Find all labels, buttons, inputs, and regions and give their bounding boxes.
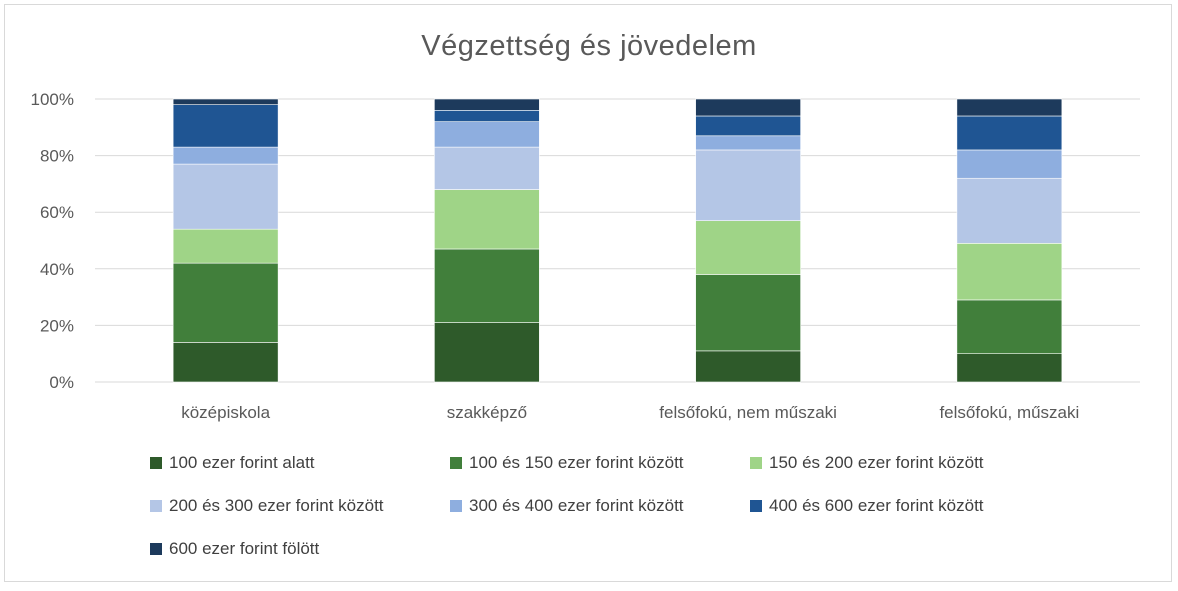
legend-item: 100 és 150 ezer forint között [450, 453, 684, 473]
plot-area: 0% 20% 40% 60% 80% 100% középiskola szakképző fe… [31, 90, 1140, 422]
bar-segment [956, 98, 1063, 117]
legend-label: 100 és 150 ezer forint között [469, 453, 684, 472]
legend-label: 100 ezer forint alatt [169, 453, 315, 472]
bar-segment [956, 299, 1063, 354]
bar-segment [695, 115, 801, 137]
bar-segment [695, 350, 801, 383]
legend-item: 600 ezer forint fölött [150, 539, 319, 559]
bar-segment [434, 98, 540, 111]
bar-segment [172, 98, 279, 105]
y-tick-label: 80% [40, 147, 74, 166]
bar-segment [695, 220, 801, 275]
legend-label: 400 és 600 ezer forint között [769, 496, 984, 515]
legend-swatch [750, 457, 762, 469]
bar-segment [434, 322, 540, 383]
y-tick-label: 40% [40, 260, 74, 279]
legend-swatch [150, 500, 162, 512]
bar-segment [172, 104, 279, 148]
bar-segment [695, 135, 801, 151]
y-tick-label: 60% [40, 203, 74, 222]
chart-title: Végzettség és jövedelem [421, 30, 757, 62]
bar-segment [172, 228, 279, 264]
legend-swatch [150, 543, 162, 555]
y-tick-label: 20% [40, 316, 74, 335]
legend-item: 200 és 300 ezer forint között [150, 496, 384, 516]
legend-item: 300 és 400 ezer forint között [450, 496, 684, 516]
bar-segment [172, 163, 279, 230]
legend-label: 200 és 300 ezer forint között [169, 496, 384, 515]
bar-segment [695, 149, 801, 221]
legend-swatch [150, 457, 162, 469]
bar-segment [695, 98, 801, 117]
bar-segment [695, 274, 801, 352]
bar-segment [434, 121, 540, 148]
legend-swatch [450, 500, 462, 512]
legend-item: 150 és 200 ezer forint között [750, 453, 984, 473]
legend-label: 150 és 200 ezer forint között [769, 453, 984, 472]
bar-segment [434, 110, 540, 122]
bar-segment [434, 146, 540, 190]
x-tick-label: felsőfokú, nem műszaki [659, 403, 837, 422]
bar-segment [956, 149, 1063, 179]
bar-segment [956, 353, 1063, 383]
x-tick-label: felsőfokú, műszaki [939, 403, 1079, 422]
legend-label: 600 ezer forint fölött [169, 539, 320, 558]
legend-label: 300 és 400 ezer forint között [469, 496, 684, 515]
bar-segment [172, 262, 279, 343]
x-tick-label: szakképző [447, 403, 527, 422]
bar-segment [956, 177, 1063, 244]
legend-item: 100 ezer forint alatt [150, 453, 315, 473]
bar-segment [172, 342, 279, 383]
legend-swatch [750, 500, 762, 512]
y-tick-label: 100% [31, 90, 74, 109]
y-tick-label: 0% [49, 373, 74, 392]
legend-item: 400 és 600 ezer forint között [750, 496, 984, 516]
bar-segment [956, 243, 1063, 301]
legend-swatch [450, 457, 462, 469]
bar-segment [434, 189, 540, 250]
bar-segment [956, 115, 1063, 151]
bar-segment [172, 146, 279, 165]
bar-segment [434, 248, 540, 323]
x-tick-label: középiskola [181, 403, 270, 422]
